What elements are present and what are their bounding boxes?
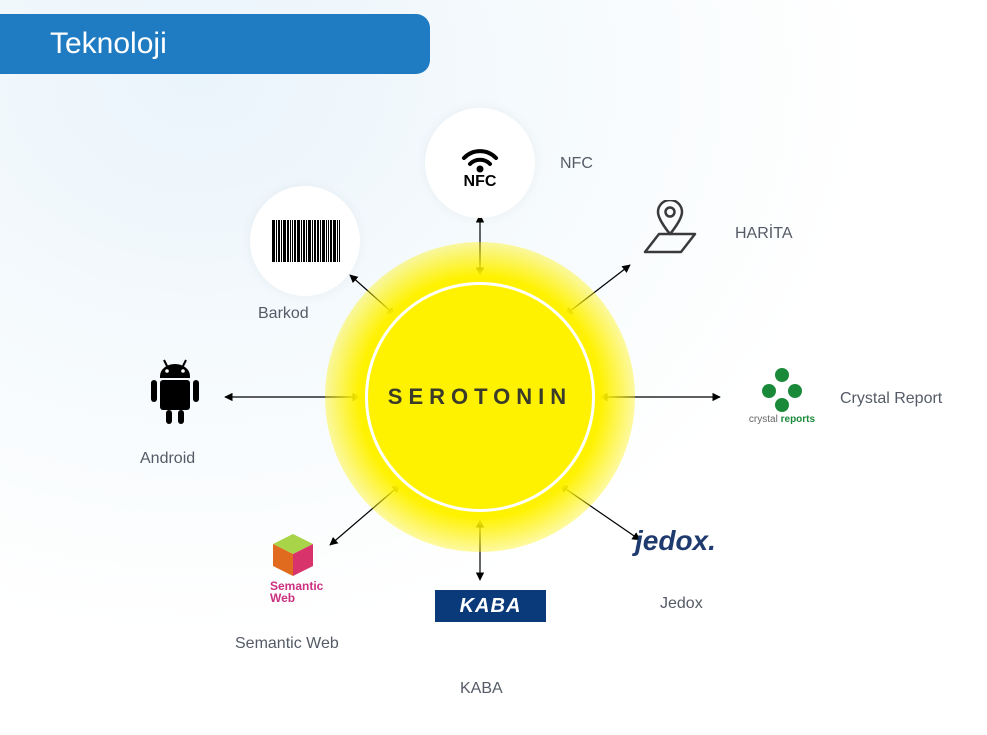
kaba-badge-text: KABA: [460, 595, 522, 618]
node-barkod: [250, 186, 360, 296]
node-nfc: NFC: [425, 108, 535, 218]
svg-text:NFC: NFC: [464, 173, 497, 188]
map-pin-icon: [635, 200, 705, 260]
cr-cap2: reports: [781, 414, 815, 425]
label-barkod: Barkod: [258, 305, 309, 323]
diagram-stage: SEROTONIN NFC NFC Barkod: [0, 0, 987, 735]
center-label: SEROTONIN: [388, 384, 572, 410]
label-kaba: KABA: [460, 680, 503, 698]
label-harita: HARİTA: [735, 225, 792, 243]
semantic-web-small-label: Semantic Web: [270, 580, 323, 604]
crystal-reports-icon: crystal reports: [742, 368, 822, 425]
barcode-icon: [270, 218, 340, 264]
crystal-reports-caption: crystal reports: [742, 414, 822, 425]
label-jedox: Jedox: [660, 595, 703, 613]
kaba-badge: KABA: [435, 590, 546, 622]
nfc-icon: NFC: [450, 138, 510, 188]
label-android: Android: [140, 450, 195, 468]
sw-small-2: Web: [270, 591, 295, 605]
android-icon: [140, 358, 210, 438]
jedox-logo: jedox.: [635, 525, 716, 557]
jedox-logo-text: jedox.: [635, 525, 716, 556]
label-nfc: NFC: [560, 155, 593, 173]
label-semanticweb: Semantic Web: [235, 635, 339, 653]
center-node: SEROTONIN: [365, 282, 595, 512]
semantic-web-icon: [268, 530, 318, 580]
label-crystal: Crystal Report: [840, 390, 942, 408]
cr-cap1: crystal: [749, 414, 778, 425]
